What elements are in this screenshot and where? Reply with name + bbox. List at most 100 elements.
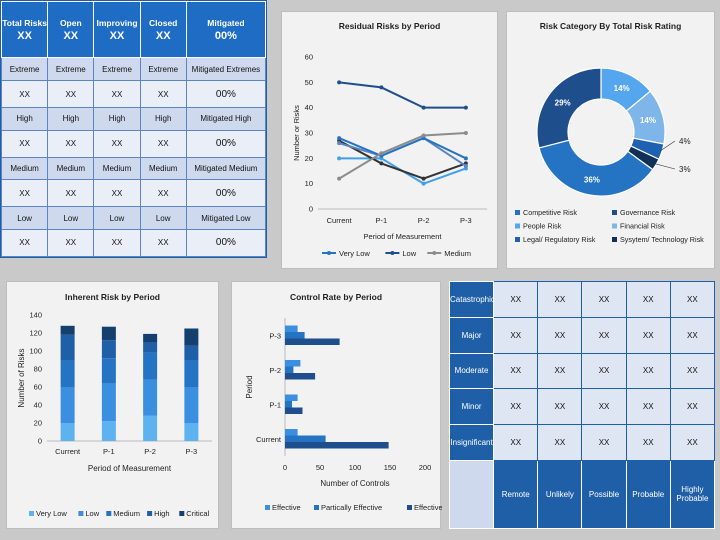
- risk-category-chart: 14% 14% 4% 3% 36% 29% Competitive Risk Governan…: [515, 67, 704, 244]
- kpi-level-cell: Low: [0, 206, 49, 230]
- bar: [285, 442, 389, 449]
- kpi-level-cell: Low: [93, 206, 141, 230]
- kpi-header-cell: Mitigated 00%: [185, 0, 267, 59]
- kpi-level-cell: High: [0, 107, 49, 131]
- kpi-header-value: 00%: [214, 29, 237, 42]
- data-point: [337, 136, 342, 141]
- bar-segment: [60, 423, 75, 441]
- kpi-level-cell: Mitigated Extremes: [185, 57, 267, 81]
- y-tick-label: 40: [34, 401, 42, 410]
- legend-label: Low: [402, 249, 416, 258]
- bar: [285, 366, 294, 373]
- kpi-level-cell: Extreme: [139, 57, 187, 81]
- y-tick-label: 50: [305, 78, 313, 87]
- bar-segment: [143, 342, 158, 353]
- x-tick-label: 100: [349, 463, 362, 472]
- matrix-cell: XX: [625, 281, 671, 318]
- kpi-level-cell: Extreme: [0, 57, 49, 81]
- data-point: [463, 163, 468, 168]
- bar-segment: [101, 383, 116, 422]
- x-tick-label: 150: [384, 463, 397, 472]
- legend-swatch-dot: [327, 251, 331, 255]
- slice-label: 3%: [679, 165, 691, 174]
- y-axis-label: Period: [245, 375, 254, 398]
- x-tick-label: 0: [283, 463, 287, 472]
- x-tick-label: 200: [419, 463, 432, 472]
- data-point: [463, 156, 468, 161]
- y-tick-label: 60: [305, 53, 313, 62]
- kpi-header-cell: Closed XX: [139, 0, 187, 59]
- control-rate-title: Control Rate by Period: [289, 292, 383, 302]
- legend-swatch: [612, 210, 617, 215]
- kpi-level-cell: Medium: [47, 156, 95, 181]
- x-axis-label: Number of Controls: [320, 479, 389, 488]
- legend-label: Medium: [113, 509, 140, 518]
- kpi-header-cell: Total Risks XX: [0, 0, 49, 59]
- kpi-header-label: Total Risks: [2, 17, 47, 28]
- slice-label: 14%: [640, 116, 656, 125]
- kpi-header-label: Improving: [96, 17, 138, 28]
- legend-label: People Risk: [523, 222, 562, 231]
- kpi-table-panel: Total Risks XX Open XX Improving XX Closed X…: [0, 0, 267, 258]
- matrix-cell: XX: [625, 388, 671, 426]
- matrix-cell: XX: [581, 424, 627, 461]
- y-axis-label: Number of Risks: [17, 348, 26, 407]
- kpi-level-cell: Mitigated High: [185, 107, 267, 131]
- control-rate-chart: 0 50 100 150 200 Current P-1 P-2 P-3 Number of Co…: [245, 318, 442, 512]
- bar-segment: [184, 328, 199, 346]
- leader-line: [654, 163, 676, 170]
- y-tick-label: 60: [34, 383, 42, 392]
- risk-matrix-panel: Catastrophic XX XX XX XX XX Major XX XX XX XX XX Mod…: [448, 281, 716, 530]
- kpi-value-cell: XX: [139, 179, 187, 208]
- legend-label: Very Low: [339, 249, 370, 258]
- matrix-col-label: Possible: [581, 459, 627, 530]
- matrix-row: Major XX XX XX XX XX: [448, 316, 716, 354]
- series-line: [339, 81, 466, 109]
- bar: [285, 407, 303, 414]
- bar: [285, 332, 305, 339]
- bar-segment: [101, 340, 116, 359]
- legend-label: Sysytem/ Technology Risk: [620, 235, 704, 244]
- bar-segment: [143, 333, 158, 342]
- legend-label: Critical: [186, 509, 209, 518]
- matrix-row-label: Major: [448, 316, 495, 354]
- matrix-cell: XX: [581, 352, 627, 390]
- legend-swatch: [515, 223, 520, 229]
- kpi-level-cell: Low: [47, 206, 95, 230]
- series-line: [338, 132, 466, 180]
- matrix-row: Moderate XX XX XX XX XX: [448, 352, 716, 390]
- matrix-cell: XX: [669, 316, 716, 354]
- residual-risks-title: Residual Risks by Period: [338, 21, 441, 31]
- kpi-value-cell: XX: [0, 228, 49, 258]
- kpi-header-label: Open: [59, 17, 82, 28]
- legend-swatch: [147, 511, 153, 516]
- bar: [285, 325, 298, 332]
- kpi-value-row: XX XX XX XX 00%: [0, 179, 267, 208]
- kpi-level-row: Medium Medium Medium Medium Mitigated Medium: [0, 156, 267, 181]
- bar: [285, 429, 298, 436]
- kpi-header-value: XX: [63, 29, 79, 42]
- slice-label: 4%: [679, 137, 691, 146]
- y-tick-label: 100: [29, 347, 42, 356]
- bar: [285, 435, 326, 442]
- matrix-cell: XX: [493, 424, 539, 461]
- y-tick-label: P-2: [269, 366, 281, 375]
- series-line: [338, 136, 467, 160]
- matrix-cell: XX: [581, 316, 627, 354]
- legend-swatch-dot: [432, 251, 437, 255]
- x-tick-label: P-2: [144, 447, 156, 456]
- legend-swatch: [78, 511, 84, 516]
- matrix-cell: XX: [537, 388, 583, 426]
- bar: [285, 401, 292, 408]
- y-tick-label: 0: [38, 437, 42, 446]
- data-point: [379, 161, 384, 166]
- matrix-row-label: Catastrophic: [448, 281, 495, 318]
- matrix-cell: XX: [493, 316, 539, 354]
- kpi-level-row: Extreme Extreme Extreme Extreme Mitigated Ex…: [0, 57, 267, 81]
- matrix-cell: XX: [493, 281, 539, 318]
- x-tick-label: P-1: [376, 216, 388, 225]
- matrix-cell: XX: [625, 316, 671, 354]
- y-tick-label: 30: [305, 129, 313, 138]
- matrix-col-label: Unlikely: [537, 459, 583, 530]
- x-axis-label: Period of Measurement: [364, 232, 443, 241]
